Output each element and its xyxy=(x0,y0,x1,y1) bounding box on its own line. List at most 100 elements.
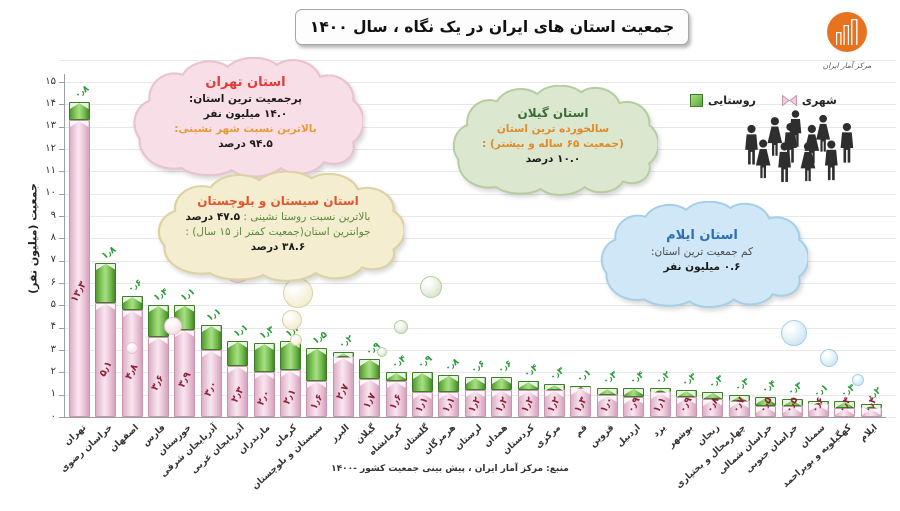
callout-tail-bubble xyxy=(164,317,182,335)
legend-urban-label: شهری xyxy=(801,94,837,107)
callout-line: پرجمعیت ترین استان: xyxy=(144,92,346,107)
bar-urban-segment xyxy=(623,396,645,417)
bar-rural-segment xyxy=(200,325,222,350)
y-tick-mark xyxy=(59,417,64,418)
y-tick-mark xyxy=(59,149,64,150)
callout-tail-bubble xyxy=(394,320,408,334)
cloud-shape-icon xyxy=(600,201,808,308)
callout-line: سالخورده ترین استان xyxy=(463,122,644,137)
legend-item-rural: روستایی xyxy=(690,94,756,107)
y-tick-mark xyxy=(59,350,64,351)
bar-urban-segment xyxy=(279,370,301,417)
callout-text-sistan: استان سیستان و بلوچستان بالاترین نسبت روس… xyxy=(170,193,387,255)
y-tick-mark xyxy=(59,327,64,329)
gridline xyxy=(60,305,896,307)
bar-urban-segment xyxy=(200,350,222,417)
bar-urban-segment xyxy=(253,372,275,417)
bar-rural-segment xyxy=(728,394,750,402)
cloud-shape-icon xyxy=(133,57,363,178)
callout-segment: بالاترین نسبت شهر نشینی: xyxy=(174,123,317,136)
bar-rural-segment xyxy=(359,358,381,380)
rural-value-label: ۰٫۴ xyxy=(389,353,409,372)
x-axis-label: قم xyxy=(573,423,590,440)
rural-value-label: ۰٫۳ xyxy=(548,364,567,383)
callout-segment: استان سیستان و بلوچستان xyxy=(197,194,359,208)
gridline xyxy=(60,82,896,83)
callout-segment: ۳۸.۶ درصد xyxy=(250,240,306,253)
callout-tail-bubble xyxy=(820,349,838,367)
rural-value-label: ۱٫۱ xyxy=(204,306,224,325)
callout-line: (جمعیت ۶۵ ساله و بیشتر) : xyxy=(463,137,644,152)
bar-urban-segment xyxy=(121,309,143,417)
bar-rural-segment xyxy=(121,296,143,310)
bar-urban-segment xyxy=(359,379,381,417)
bar-urban-segment xyxy=(306,381,328,417)
rural-value-label: ۰٫۸ xyxy=(442,355,462,374)
bar-urban-segment xyxy=(68,119,90,417)
bar-urban-segment xyxy=(147,336,169,417)
bar-rural-segment xyxy=(438,374,460,393)
y-tick-mark xyxy=(59,283,64,284)
callout-segment: ۱۴.۰ میلیون نفر xyxy=(203,108,288,121)
gridline xyxy=(60,216,896,217)
bar-urban-segment xyxy=(438,392,460,417)
bar-urban-segment xyxy=(174,329,196,417)
cloud-shape-icon xyxy=(452,85,658,196)
callout-line: بالاترین نسبت شهر نشینی: xyxy=(144,122,346,137)
bar-urban-segment xyxy=(411,392,433,417)
callout-text-gilan: استان گیلان سالخورده ترین استان (جمعیت ۶۵ … xyxy=(463,105,644,167)
y-tick-label: ۵ xyxy=(50,298,56,310)
chart-legend: روستایی شهری xyxy=(690,94,882,107)
bar-rural-segment xyxy=(570,385,592,394)
rural-value-label: ۰٫۸ xyxy=(72,83,92,101)
callout-segment: استان گیلان xyxy=(517,106,589,120)
bar-rural-segment xyxy=(411,372,433,393)
urban-swatch-icon xyxy=(781,95,797,106)
y-tick-mark xyxy=(59,260,64,262)
bar-rural-segment xyxy=(385,372,407,382)
source-note: منبع: مرکز آمار ایران ، پیش بینی جمعیت ک… xyxy=(331,464,569,474)
x-axis-label: مرکزی xyxy=(533,423,564,451)
bar-rural-segment xyxy=(755,396,777,406)
bar-rural-segment xyxy=(68,102,90,120)
callout-tail-bubble xyxy=(781,320,807,346)
gridline xyxy=(60,350,896,351)
gridline xyxy=(60,327,896,329)
callout-segment: ۰.۶ میلیون نفر xyxy=(663,261,741,274)
callout-line: ۱۴.۰ میلیون نفر xyxy=(144,107,346,122)
y-tick-mark xyxy=(59,193,64,195)
callout-segment: ۱۰.۰ درصد xyxy=(525,152,581,165)
callout-segment: (جمعیت ۶۵ ساله و بیشتر) : xyxy=(482,137,624,150)
callout-title: استان تهران xyxy=(144,74,346,92)
bar-rural-segment xyxy=(306,347,328,382)
y-tick-label: ۹ xyxy=(50,209,56,221)
bar-urban-segment xyxy=(464,390,486,417)
callout-sistan: استان سیستان و بلوچستان بالاترین نسبت روس… xyxy=(152,171,404,284)
callout-tail-bubble xyxy=(290,334,302,346)
bar-rural-segment xyxy=(807,401,829,410)
bar-urban-segment xyxy=(834,408,856,417)
callout-segment: استان ایلام xyxy=(666,228,738,243)
callout-text-tehran: استان تهران پرجمعیت ترین استان: ۱۴.۰ میلیو… xyxy=(144,74,346,152)
x-axis-label: یزد xyxy=(651,423,669,440)
bar-rural-segment xyxy=(675,390,697,397)
rural-value-label: ۰٫۱ xyxy=(574,366,594,385)
bar-urban-segment xyxy=(543,390,565,417)
callout-title: استان ایلام xyxy=(611,227,793,245)
callout-line: ۰.۶ میلیون نفر xyxy=(611,260,793,275)
rural-value-label: ۰٫۳ xyxy=(706,373,726,392)
bar-rural-segment xyxy=(781,399,803,406)
x-axis-label: ایلام xyxy=(858,423,880,444)
y-tick-mark xyxy=(59,394,64,396)
y-tick-mark xyxy=(59,372,64,374)
y-tick-label: ۱ xyxy=(50,388,56,400)
callout-segment: بالاترین نسبت روستا نشینی : xyxy=(240,211,371,224)
y-tick-label: ۶ xyxy=(50,276,56,288)
bar-rural-segment xyxy=(253,343,275,373)
gridline xyxy=(60,193,896,195)
population-crowd-icon xyxy=(745,110,854,183)
callout-gilan: استان گیلان سالخورده ترین استان (جمعیت ۶۵ … xyxy=(448,85,658,198)
y-tick-label: ۱۳ xyxy=(45,120,56,132)
y-tick-label: ۱۲ xyxy=(45,142,56,154)
